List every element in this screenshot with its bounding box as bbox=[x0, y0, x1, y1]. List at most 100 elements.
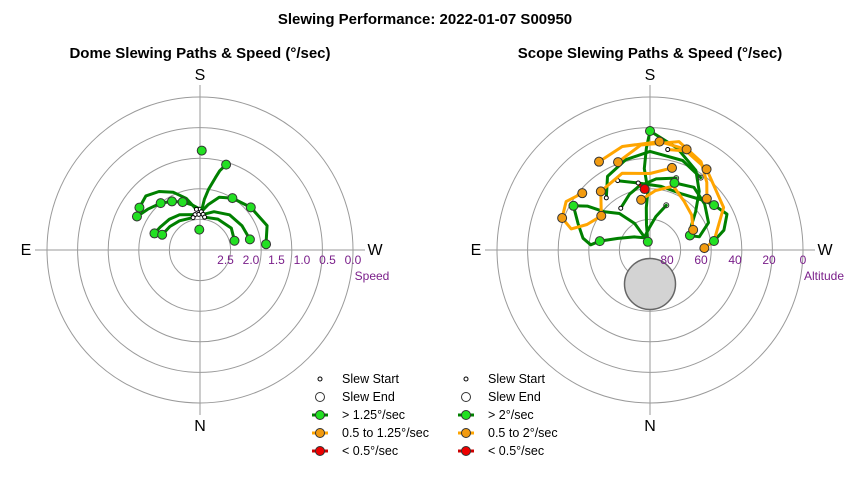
dome-slew-path bbox=[199, 163, 228, 214]
scope-slew-path bbox=[604, 149, 703, 200]
dome-radial-axis-label: Speed bbox=[355, 269, 390, 283]
scope-dir-left: E bbox=[471, 242, 482, 259]
scope-dir-top: S bbox=[645, 67, 656, 84]
scope-slew-path bbox=[619, 176, 678, 210]
scope-rings bbox=[485, 85, 815, 415]
scope-dir-right: W bbox=[817, 242, 833, 259]
dome-dir-left: E bbox=[21, 242, 32, 259]
dome-slew-start-marker bbox=[202, 214, 208, 220]
scope-speed-marker bbox=[636, 194, 647, 205]
scope-legend-item: Slew End bbox=[461, 390, 541, 404]
scope-speed-marker bbox=[577, 188, 588, 199]
scope-speed-marker bbox=[645, 126, 655, 136]
scope-speed-marker bbox=[701, 164, 712, 175]
dome-paths bbox=[133, 161, 270, 248]
scope-slew-path bbox=[571, 204, 602, 247]
scope-speed-marker bbox=[596, 210, 607, 221]
dome-legend-item: > 1.25°/sec bbox=[312, 408, 405, 422]
scope-subtitle: Scope Slewing Paths & Speed (°/sec) bbox=[518, 45, 782, 62]
scope-speed-marker bbox=[681, 144, 692, 155]
dome-slew-path bbox=[160, 216, 195, 237]
dome-speed-marker bbox=[229, 235, 240, 246]
dome-speed-marker bbox=[244, 234, 255, 245]
scope-dir-bottom: N bbox=[644, 418, 656, 435]
scope-legend-item: > 2°/sec bbox=[458, 408, 534, 422]
medium-marker-swatch bbox=[315, 428, 325, 438]
slow-marker-swatch bbox=[461, 446, 471, 456]
scope-blocked-zone bbox=[623, 257, 677, 311]
scope-slew-path bbox=[560, 191, 603, 231]
dome-slew-path bbox=[201, 210, 252, 241]
scope-speed-marker bbox=[595, 186, 606, 197]
dome-slew-path bbox=[137, 190, 198, 211]
dome-legend-item: Slew Start bbox=[317, 372, 399, 386]
dome-slew-start-marker bbox=[193, 206, 199, 212]
dome-legend-item: < 0.5°/sec bbox=[312, 444, 398, 458]
scope-slew-path bbox=[597, 140, 689, 164]
dome-slew-start-marker bbox=[190, 215, 196, 221]
scope-slew-end-marker bbox=[697, 174, 704, 181]
scope-slew-start-marker bbox=[618, 205, 624, 211]
slew-end-swatch bbox=[315, 392, 325, 402]
scope-speed-marker bbox=[654, 136, 665, 147]
scope-speed-marker bbox=[642, 236, 653, 247]
scope-slew-start-marker bbox=[635, 180, 641, 186]
dome-dir-bottom: N bbox=[194, 418, 206, 435]
scope-legend-label: Slew End bbox=[488, 390, 541, 404]
scope-slew-path bbox=[571, 204, 650, 244]
scope-legend-item: 0.5 to 2°/sec bbox=[458, 426, 558, 440]
scope-speed-marker bbox=[666, 162, 677, 173]
scope-radial-tick-label: 80 bbox=[660, 253, 674, 267]
scope-slew-path bbox=[712, 203, 729, 243]
dome-legend: Slew Start Slew End > 1.25°/sec 0.5 to 1.25… bbox=[312, 372, 429, 458]
fast-marker-swatch bbox=[461, 410, 471, 420]
dome-speed-marker bbox=[194, 224, 205, 235]
scope-radial-tick-label: 20 bbox=[762, 253, 776, 267]
scope-speed-marker bbox=[639, 184, 650, 195]
scope-slew-path bbox=[672, 181, 710, 239]
scope-speed-marker bbox=[568, 200, 579, 211]
dome-legend-label: Slew Start bbox=[342, 372, 399, 386]
dome-radial-tick-label: 2.5 bbox=[217, 253, 234, 267]
scope-speed-marker bbox=[594, 236, 605, 247]
dome-speed-marker bbox=[196, 145, 207, 156]
dome-legend-item: 0.5 to 1.25°/sec bbox=[312, 426, 429, 440]
scope-speed-marker bbox=[688, 224, 699, 235]
dome-slew-path bbox=[153, 213, 197, 235]
dome-radial-tick-label: 0.0 bbox=[345, 253, 362, 267]
slew-start-swatch bbox=[317, 376, 323, 382]
dome-speed-marker bbox=[245, 202, 256, 213]
dome-dir-top: S bbox=[195, 67, 206, 84]
scope-legend: Slew Start Slew End > 2°/sec 0.5 to 2°/sec <… bbox=[458, 372, 558, 458]
dome-legend-item: Slew End bbox=[315, 390, 395, 404]
dome-radial-tick-label: 2.0 bbox=[243, 253, 260, 267]
dome-markers bbox=[131, 145, 272, 250]
scope-speed-marker bbox=[699, 243, 710, 254]
scope-radial-tick-label: 0 bbox=[800, 253, 807, 267]
scope-radial-axis-label: Altitude bbox=[804, 269, 844, 283]
dome-slew-path bbox=[203, 215, 236, 243]
slow-marker-swatch bbox=[315, 446, 325, 456]
scope-radial-tick-label: 60 bbox=[694, 253, 708, 267]
dome-radial-tick-label: 1.0 bbox=[294, 253, 311, 267]
scope-slew-end-marker bbox=[663, 202, 670, 209]
scope-speed-marker bbox=[709, 200, 720, 211]
scope-legend-item: Slew Start bbox=[463, 372, 545, 386]
medium-marker-swatch bbox=[461, 428, 471, 438]
dome-speed-marker bbox=[221, 159, 232, 170]
dome-panel: Dome Slewing Paths & Speed (°/sec) S E W… bbox=[21, 45, 429, 458]
dome-speed-marker bbox=[157, 229, 168, 240]
scope-legend-label: < 0.5°/sec bbox=[488, 444, 544, 458]
scope-speed-marker bbox=[557, 213, 568, 224]
dome-legend-label: > 1.25°/sec bbox=[342, 408, 405, 422]
dome-legend-label: 0.5 to 1.25°/sec bbox=[342, 426, 429, 440]
scope-legend-label: Slew Start bbox=[488, 372, 545, 386]
scope-legend-item: < 0.5°/sec bbox=[458, 444, 544, 458]
scope-radial-tick-label: 40 bbox=[728, 253, 742, 267]
scope-legend-label: 0.5 to 2°/sec bbox=[488, 426, 558, 440]
scope-speed-marker bbox=[594, 156, 604, 167]
figure-title: Slewing Performance: 2022-01-07 S00950 bbox=[278, 11, 572, 28]
scope-speed-marker bbox=[613, 157, 624, 168]
dome-legend-label: < 0.5°/sec bbox=[342, 444, 398, 458]
